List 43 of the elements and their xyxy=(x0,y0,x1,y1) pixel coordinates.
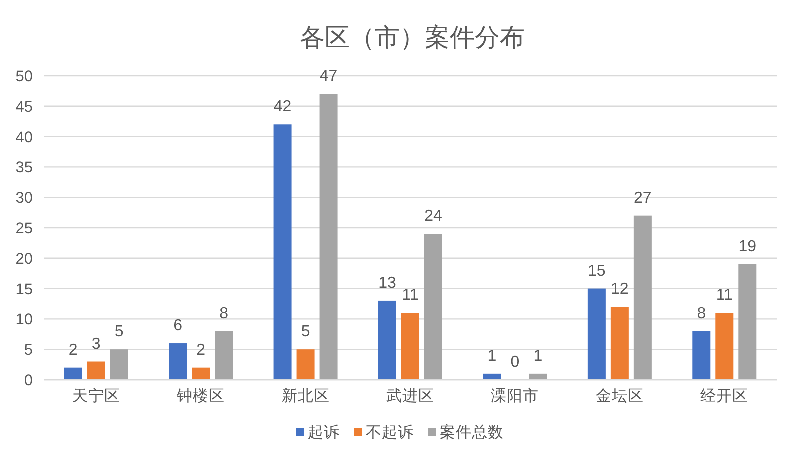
xtick-label: 钟楼区 xyxy=(177,388,226,405)
ytick-label: 40 xyxy=(16,129,33,146)
legend-label: 起诉 xyxy=(308,424,340,442)
data-label: 2 xyxy=(68,342,78,359)
data-label: 11 xyxy=(716,287,733,304)
legend-label: 不起诉 xyxy=(366,424,414,442)
data-label: 15 xyxy=(588,262,606,280)
ytick-label: 20 xyxy=(16,250,33,268)
xtick-label: 经开区 xyxy=(700,388,749,405)
data-label: 27 xyxy=(634,190,652,207)
data-label: 2 xyxy=(196,342,206,359)
data-label: 5 xyxy=(301,324,310,341)
data-label: 5 xyxy=(114,324,124,341)
ytick-label: 50 xyxy=(16,68,33,86)
data-label: 19 xyxy=(738,238,757,256)
ytick-label: 10 xyxy=(16,312,33,329)
data-label: 13 xyxy=(378,274,396,292)
data-label: 12 xyxy=(611,281,629,298)
xtick-label: 溧阳市 xyxy=(491,388,540,405)
ytick-label: 35 xyxy=(16,160,33,177)
data-label: 42 xyxy=(274,98,292,116)
ytick-label: 15 xyxy=(16,281,33,298)
data-label: 11 xyxy=(402,287,419,304)
xtick-label: 金坛区 xyxy=(596,388,644,405)
data-label: 8 xyxy=(697,305,706,322)
data-label: 8 xyxy=(220,305,229,322)
xtick-label: 新北区 xyxy=(282,388,330,405)
title: 各区（市）案件分布 xyxy=(300,24,525,52)
ytick-label: 25 xyxy=(16,220,33,238)
data-label: 0 xyxy=(510,354,520,371)
ytick-label: 5 xyxy=(24,342,33,360)
ytick-label: 30 xyxy=(16,190,33,208)
ytick-label: 0 xyxy=(24,372,33,390)
data-label: 3 xyxy=(92,336,101,353)
data-label: 47 xyxy=(320,68,338,86)
data-label: 24 xyxy=(424,208,442,226)
xtick-label: 天宁区 xyxy=(72,388,120,405)
data-label: 1 xyxy=(534,348,543,365)
legend-label: 案件总数 xyxy=(440,424,504,442)
ytick-label: 45 xyxy=(16,98,33,116)
data-label: 1 xyxy=(488,348,497,365)
xtick-label: 武进区 xyxy=(386,388,434,405)
data-label: 6 xyxy=(174,318,183,335)
